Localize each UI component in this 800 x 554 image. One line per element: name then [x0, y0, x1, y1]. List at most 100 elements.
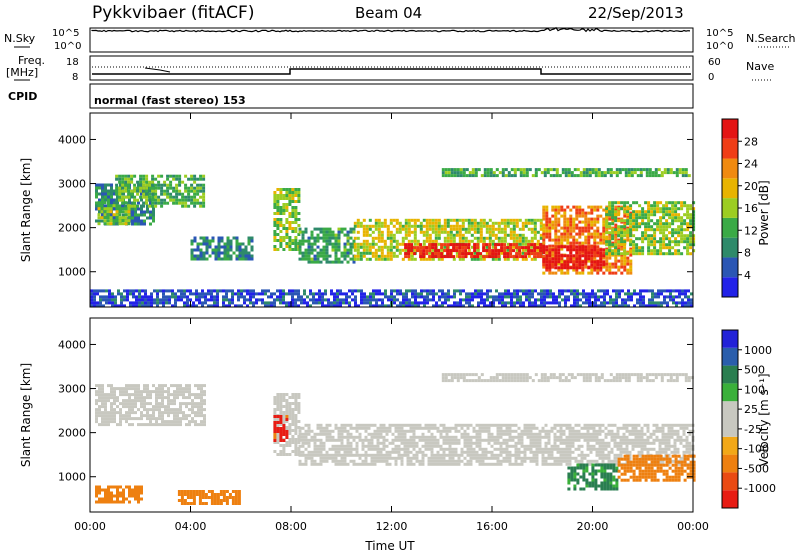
colorbar-cell	[722, 237, 738, 258]
cpid-label: CPID	[8, 90, 37, 103]
freq-label-line1: Freq.	[18, 54, 45, 67]
colorbar-tick-label: -25	[744, 423, 762, 436]
nsearch-label: N.Search	[746, 32, 796, 45]
power-echo-band	[115, 174, 206, 208]
colorbar-cell	[722, 454, 738, 473]
colorbar-tick-label: 100	[744, 383, 765, 396]
colorbar-cell	[722, 490, 738, 508]
time-axis-label: Time UT	[364, 539, 415, 553]
freq-tick-high: 18	[66, 57, 79, 68]
colorbar-cell	[722, 138, 738, 159]
power-echo-band	[97, 201, 131, 226]
nsearch-tick-low: 10^0	[706, 41, 733, 52]
y-tick-label: 3000	[58, 383, 86, 396]
velocity-echo-band	[95, 384, 206, 427]
nave-tick-low: 0	[708, 72, 714, 83]
colorbar-cell	[722, 158, 738, 179]
velocity-echo-band	[298, 423, 695, 466]
colorbar-tick-label: 16	[744, 202, 758, 215]
freq-panel	[89, 55, 694, 81]
colorbar-tick-label: 8	[744, 247, 751, 260]
power-y-axis-label: Slant Range [km]	[19, 158, 33, 262]
x-tick-label: 20:00	[577, 520, 609, 533]
colorbar-tick-label: 28	[744, 135, 758, 148]
power-echo-band	[605, 201, 696, 256]
power-data-layer	[90, 168, 696, 308]
colorbar-tick-label: -1000	[744, 482, 776, 495]
power-echo-band	[542, 245, 606, 270]
y-tick-label: 1000	[58, 471, 86, 484]
power-colorbar-label: Power [dB]	[757, 180, 771, 245]
colorbar-tick-label: 24	[744, 158, 758, 171]
y-tick-label: 4000	[58, 338, 86, 351]
colorbar-cell	[722, 119, 738, 139]
colorbar-tick-label: 20	[744, 180, 758, 193]
nave-label: Nave	[746, 60, 774, 73]
power-echo-band	[90, 289, 693, 308]
colorbar-cell	[722, 383, 738, 402]
date-title: 22/Sep/2013	[588, 4, 684, 22]
colorbar-cell	[722, 401, 738, 419]
x-tick-label: 00:00	[74, 520, 106, 533]
x-tick-label: 08:00	[275, 520, 307, 533]
velocity-y-ticks: 1000 2000 3000 4000	[58, 338, 693, 484]
nsky-label: N.Sky	[4, 32, 36, 45]
power-colorbar: 4 8 12 16 20 24 28	[721, 118, 758, 298]
velocity-data-layer	[95, 373, 696, 505]
colorbar-tick-label: 25	[744, 403, 758, 416]
freq-trace	[92, 68, 691, 75]
cpid-text: normal (fast stereo) 153	[94, 94, 246, 107]
colorbar-tick-label: 4	[744, 269, 751, 282]
x-tick-label: 16:00	[476, 520, 508, 533]
velocity-echo-band	[95, 485, 143, 504]
colorbar-cell	[722, 178, 738, 199]
colorbar-tick-label: -500	[744, 462, 769, 475]
colorbar-cell	[722, 330, 738, 348]
velocity-echo-band	[567, 463, 619, 491]
power-echo-band	[441, 168, 691, 178]
colorbar-frame	[721, 329, 739, 509]
nsky-tick-low: 10^0	[54, 41, 81, 52]
power-y-ticks: 1000 2000 3000 4000	[58, 133, 693, 279]
station-title: Pykkvibaer (fitACF)	[92, 3, 254, 23]
beam-title: Beam 04	[355, 4, 422, 22]
power-echo-band	[273, 188, 301, 251]
colorbar-cell	[722, 365, 738, 384]
colorbar-cell	[722, 472, 738, 491]
y-tick-label: 4000	[58, 133, 86, 146]
y-tick-label: 2000	[58, 222, 86, 235]
velocity-colorbar: 1000 500 100 25 -25 -100 -500 -1000	[721, 329, 776, 509]
colorbar-cell	[722, 257, 738, 278]
nave-tick-high: 60	[708, 57, 721, 68]
nsky-tick-high: 10^5	[52, 28, 79, 39]
colorbar-cell	[722, 277, 738, 297]
velocity-echo-band	[441, 373, 694, 383]
colorbar-tick-label: 1000	[744, 344, 772, 357]
x-tick-label: 12:00	[376, 520, 408, 533]
cpid-panel	[89, 83, 694, 109]
velocity-colorbar-label: Velocity [m s⁻¹]	[757, 373, 771, 466]
colorbar-cell	[722, 347, 738, 366]
colorbar-cell	[722, 419, 738, 437]
velocity-echo-band	[177, 490, 241, 505]
velocity-y-axis-label: Slant Range [km]	[19, 363, 33, 467]
colorbar-cell	[722, 217, 738, 238]
colorbar-tick-label: 12	[744, 224, 758, 237]
nsky-trace	[91, 26, 691, 33]
y-tick-label: 1000	[58, 266, 86, 279]
x-tick-label: 04:00	[175, 520, 207, 533]
colorbar-tick-label: -100	[744, 443, 769, 456]
freq-label-line2: [MHz]	[6, 66, 38, 79]
freq-tick-low: 8	[72, 72, 78, 83]
y-tick-label: 3000	[58, 178, 86, 191]
y-tick-label: 2000	[58, 427, 86, 440]
velocity-x-ticks: 00:00 04:00 08:00 12:00 16:00 20:00 00:00	[74, 318, 709, 533]
freq-glitch	[144, 67, 171, 73]
colorbar-cell	[722, 198, 738, 218]
velocity-echo-band	[273, 415, 289, 442]
x-tick-label: 00:00	[677, 520, 709, 533]
colorbar-cell	[722, 436, 738, 455]
power-x-ticks	[89, 113, 694, 307]
power-echo-band	[190, 236, 254, 261]
